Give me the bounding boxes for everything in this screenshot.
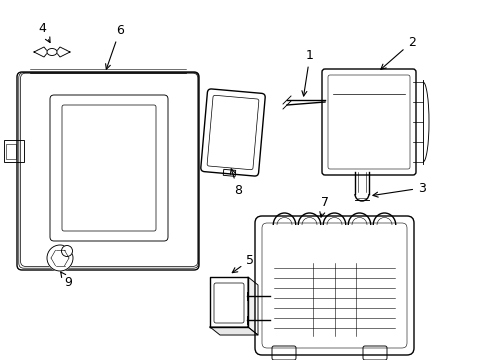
Text: 8: 8 — [230, 169, 242, 197]
Text: 7: 7 — [319, 195, 328, 217]
Text: 2: 2 — [380, 36, 415, 69]
Circle shape — [47, 245, 73, 271]
Circle shape — [61, 246, 72, 256]
FancyBboxPatch shape — [321, 69, 415, 175]
Text: 4: 4 — [38, 22, 50, 42]
FancyBboxPatch shape — [254, 216, 413, 355]
Bar — [4, 140, 24, 162]
Polygon shape — [247, 277, 258, 335]
FancyBboxPatch shape — [201, 89, 264, 176]
Text: 5: 5 — [232, 253, 253, 273]
Polygon shape — [56, 47, 70, 57]
Polygon shape — [209, 277, 247, 327]
Text: 9: 9 — [61, 272, 72, 288]
Text: 6: 6 — [105, 23, 123, 69]
Ellipse shape — [47, 49, 57, 55]
Polygon shape — [34, 47, 48, 57]
FancyBboxPatch shape — [362, 346, 386, 360]
Text: 1: 1 — [301, 49, 313, 96]
FancyBboxPatch shape — [271, 346, 295, 360]
Text: 3: 3 — [372, 181, 425, 197]
Polygon shape — [209, 327, 258, 335]
Bar — [6, 144, 16, 159]
